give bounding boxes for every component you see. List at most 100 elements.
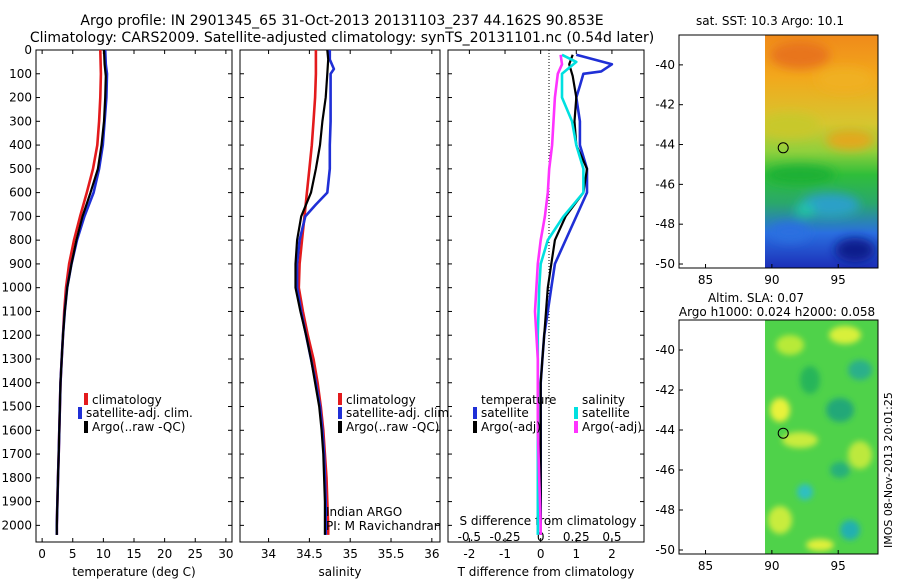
- legend-label-argo: Argo(..raw -QC): [92, 420, 185, 434]
- lat-tick-label: -40: [655, 343, 675, 357]
- x-tick-label: 5: [69, 547, 77, 561]
- depth-tick-label: 1700: [1, 447, 32, 461]
- legend-label-temp-argo: Argo(-adj): [481, 420, 541, 434]
- x-tick-label: 35: [343, 547, 358, 561]
- series-line-satellite-adj-clim-: [295, 50, 336, 535]
- lon-tick-label: 95: [831, 559, 846, 573]
- depth-tick-label: 600: [9, 186, 32, 200]
- lon-tick-label: 85: [698, 273, 713, 287]
- depth-tick-label: 1900: [1, 495, 32, 509]
- x-tick-label: 34.5: [296, 547, 323, 561]
- depth-tick-label: 900: [9, 257, 32, 271]
- depth-tick-label: 500: [9, 162, 32, 176]
- lon-tick-label: 95: [831, 273, 846, 287]
- salinity-axis-label: salinity: [318, 565, 361, 579]
- x-tick-label: -1: [499, 547, 511, 561]
- x-tick-label: 25: [188, 547, 203, 561]
- x-tick-label: 1: [572, 547, 580, 561]
- figure-title-line1: Argo profile: IN 2901345_65 31-Oct-2013 …: [80, 13, 603, 29]
- lat-tick-label: -44: [655, 138, 675, 152]
- platform-pi: PI: M Ravichandran: [326, 519, 441, 533]
- depth-tick-label: 100: [9, 67, 32, 81]
- sst-heatmap-image: [765, 35, 878, 268]
- legend-swatch-climatology: [84, 393, 88, 405]
- legend-label-satellite: satellite-adj. clim.: [86, 406, 193, 420]
- depth-tick-label: 700: [9, 209, 32, 223]
- legend-swatch-climatology: [338, 393, 342, 405]
- lat-tick-label: -50: [655, 257, 675, 271]
- sst-profile-location-marker: [777, 142, 789, 154]
- platform-name: Indian ARGO: [326, 505, 402, 519]
- lat-tick-label: -46: [655, 463, 675, 477]
- lat-tick-label: -40: [655, 58, 675, 72]
- legend-label-argo: Argo(..raw -QC): [346, 420, 439, 434]
- x-tick-label: 10: [96, 547, 111, 561]
- x-tick-label: 15: [126, 547, 141, 561]
- depth-tick-label: 1800: [1, 471, 32, 485]
- legend-title-salinity: salinity: [582, 393, 625, 407]
- legend-swatch-sal-satellite: [574, 407, 578, 419]
- s-diff-top-tick-label: 0.25: [563, 530, 590, 544]
- legend-swatch-satellite: [338, 407, 342, 419]
- depth-tick-label: 400: [9, 138, 32, 152]
- sla-profile-location-marker: [777, 427, 789, 439]
- legend-label-satellite: satellite-adj. clim.: [346, 406, 453, 420]
- sla-heatmap-image: [765, 320, 878, 554]
- x-tick-label: 34: [261, 547, 276, 561]
- lat-tick-label: -42: [655, 98, 675, 112]
- s-diff-top-tick-label: -0.5: [458, 530, 481, 544]
- lon-tick-label: 90: [764, 559, 779, 573]
- legend-swatch-temp-argo: [473, 421, 477, 433]
- depth-tick-label: 0: [24, 43, 32, 57]
- x-tick-label: 2: [608, 547, 616, 561]
- series-line-argo-raw-qc-: [294, 49, 330, 535]
- x-tick-label: 36: [424, 547, 439, 561]
- s-diff-top-tick-label: 0.5: [602, 530, 621, 544]
- x-tick-label: 20: [157, 547, 172, 561]
- legend-label-sal-satellite: satellite: [582, 406, 630, 420]
- legend-label-sal-argo: Argo(-adj): [582, 420, 642, 434]
- depth-tick-label: 1100: [1, 304, 32, 318]
- lon-tick-label: 90: [764, 273, 779, 287]
- lat-tick-label: -48: [655, 503, 675, 517]
- depth-tick-label: 1500: [1, 400, 32, 414]
- depth-tick-label: 1400: [1, 376, 32, 390]
- series-line-salinity-satellite: [536, 53, 585, 535]
- temperature-axis-label: temperature (deg C): [72, 565, 195, 579]
- series-line-climatology: [55, 49, 103, 535]
- depth-tick-label: 1300: [1, 352, 32, 366]
- temperature-legend: climatology satellite-adj. clim. Argo(..…: [78, 393, 193, 434]
- series-line-argo-raw-qc-: [55, 49, 107, 535]
- sla-map-panel: Altim. SLA: 0.07 Argo h1000: 0.024 h2000…: [655, 291, 879, 573]
- x-tick-label: 0: [537, 547, 545, 561]
- legend-label-climatology: climatology: [346, 393, 416, 407]
- sst-map-title: sat. SST: 10.3 Argo: 10.1: [696, 14, 844, 28]
- legend-swatch-argo: [84, 421, 88, 433]
- legend-swatch-argo: [338, 421, 342, 433]
- lat-tick-label: -44: [655, 423, 675, 437]
- salinity-profile-panel: salinity 34 34.5 35 35.5 36 climatology sate…: [239, 49, 453, 579]
- sst-map-panel: sat. SST: 10.3 Argo: 10.1 85 90 95 -40 -42 -4…: [655, 14, 879, 287]
- depth-tick-label: 1000: [1, 281, 32, 295]
- legend-title-temperature: temperature: [481, 393, 556, 407]
- salinity-legend: climatology satellite-adj. clim. Argo(..…: [338, 393, 453, 434]
- difference-legend: temperature satellite Argo(-adj) salinit…: [473, 393, 642, 434]
- x-tick-label: 35.5: [378, 547, 405, 561]
- depth-tick-label: 1600: [1, 423, 32, 437]
- x-tick-label: 30: [218, 547, 233, 561]
- lat-tick-label: -48: [655, 217, 675, 231]
- sla-map-title-line2: Argo h1000: 0.024 h2000: 0.058: [679, 305, 875, 319]
- x-tick-label: -2: [463, 547, 475, 561]
- sla-map-title-line1: Altim. SLA: 0.07: [708, 291, 804, 305]
- s-difference-axis-label: S difference from climatology: [460, 514, 637, 528]
- lat-tick-label: -46: [655, 177, 675, 191]
- x-tick-label: 0: [38, 547, 46, 561]
- series-line-temperature-argo-adj-: [539, 54, 589, 535]
- temperature-profile-panel: temperature (deg C) 0 5 10 15 20 25 3001002003…: [1, 43, 233, 579]
- figure-title-line2: Climatology: CARS2009. Satellite-adjuste…: [30, 30, 654, 46]
- lon-tick-label: 85: [698, 559, 713, 573]
- depth-tick-label: 800: [9, 233, 32, 247]
- depth-tick-label: 200: [9, 91, 32, 105]
- s-diff-top-tick-label: -0.25: [489, 530, 520, 544]
- series-line-salinity-argo-adj-: [533, 54, 564, 535]
